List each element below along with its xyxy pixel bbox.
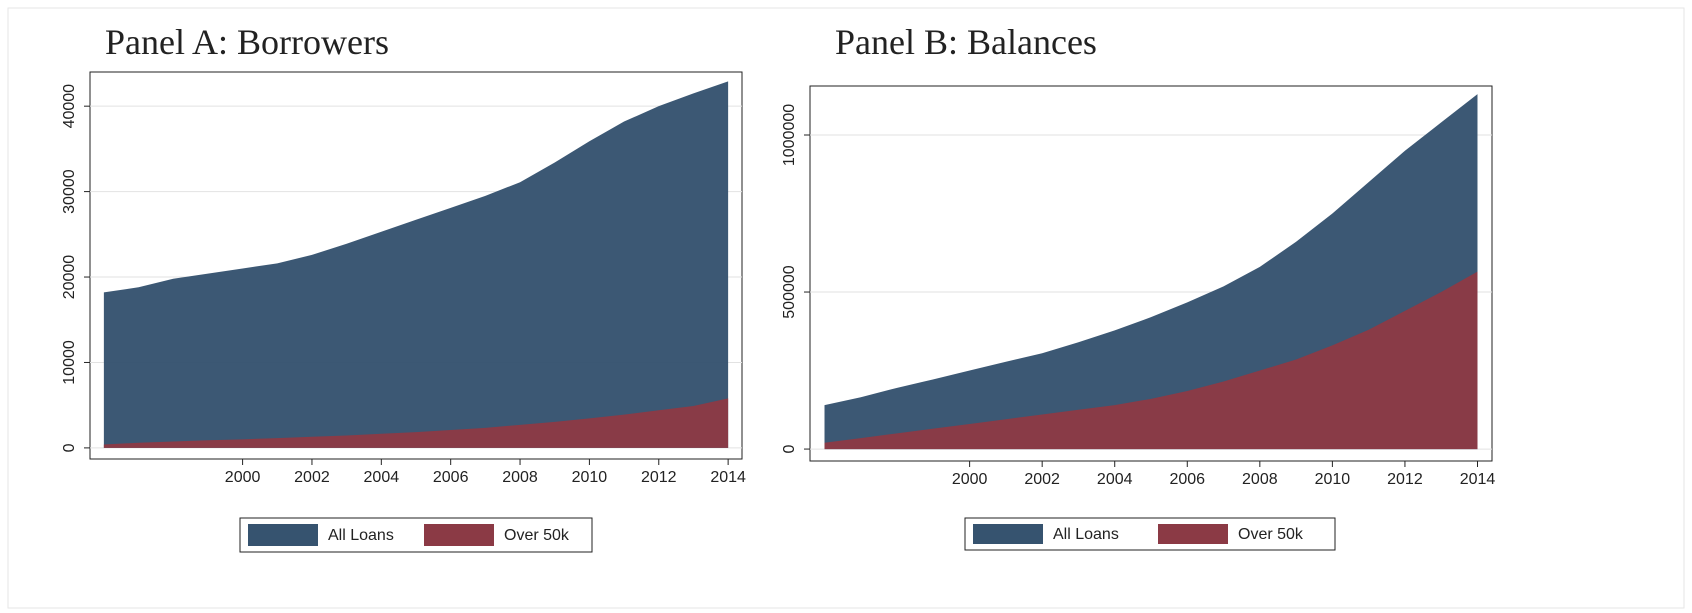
x-tick-label: 2008 bbox=[502, 469, 538, 486]
legend-swatch bbox=[424, 524, 494, 546]
x-tick-label: 2014 bbox=[710, 469, 746, 486]
x-tick-label: 2010 bbox=[1315, 471, 1351, 488]
legend-label: All Loans bbox=[328, 527, 394, 544]
y-tick-label: 0 bbox=[781, 445, 798, 454]
x-tick-label: 2012 bbox=[641, 469, 677, 486]
y-tick-label: 20000 bbox=[61, 255, 78, 300]
x-tick-label: 2006 bbox=[1169, 471, 1205, 488]
area bbox=[103, 398, 729, 448]
legend-label: Over 50k bbox=[504, 527, 570, 544]
x-tick-label: 2004 bbox=[1097, 471, 1133, 488]
y-tick-label: 10000 bbox=[61, 340, 78, 385]
x-tick-label: 2012 bbox=[1387, 471, 1423, 488]
chart-title: Panel B: Balances bbox=[835, 22, 1097, 62]
x-tick-label: 2006 bbox=[433, 469, 469, 486]
y-tick-label: 500000 bbox=[781, 265, 798, 318]
x-tick-label: 2004 bbox=[364, 469, 400, 486]
legend-label: Over 50k bbox=[1238, 526, 1304, 543]
x-tick-label: 2000 bbox=[225, 469, 261, 486]
y-tick-label: 40000 bbox=[61, 84, 78, 129]
x-tick-label: 2008 bbox=[1242, 471, 1278, 488]
legend-label: All Loans bbox=[1053, 526, 1119, 543]
x-tick-label: 2000 bbox=[952, 471, 988, 488]
legend-swatch bbox=[973, 524, 1043, 544]
area bbox=[103, 81, 729, 448]
legend-swatch bbox=[248, 524, 318, 546]
area bbox=[824, 271, 1478, 450]
y-tick-label: 1000000 bbox=[781, 104, 798, 166]
chart-title: Panel A: Borrowers bbox=[105, 22, 389, 62]
x-tick-label: 2002 bbox=[1024, 471, 1060, 488]
y-tick-label: 0 bbox=[61, 443, 78, 452]
y-tick-label: 30000 bbox=[61, 169, 78, 214]
frame bbox=[7, 7, 1685, 609]
legend-swatch bbox=[1158, 524, 1228, 544]
x-tick-label: 2014 bbox=[1460, 471, 1496, 488]
x-tick-label: 2002 bbox=[294, 469, 330, 486]
x-tick-label: 2010 bbox=[572, 469, 608, 486]
